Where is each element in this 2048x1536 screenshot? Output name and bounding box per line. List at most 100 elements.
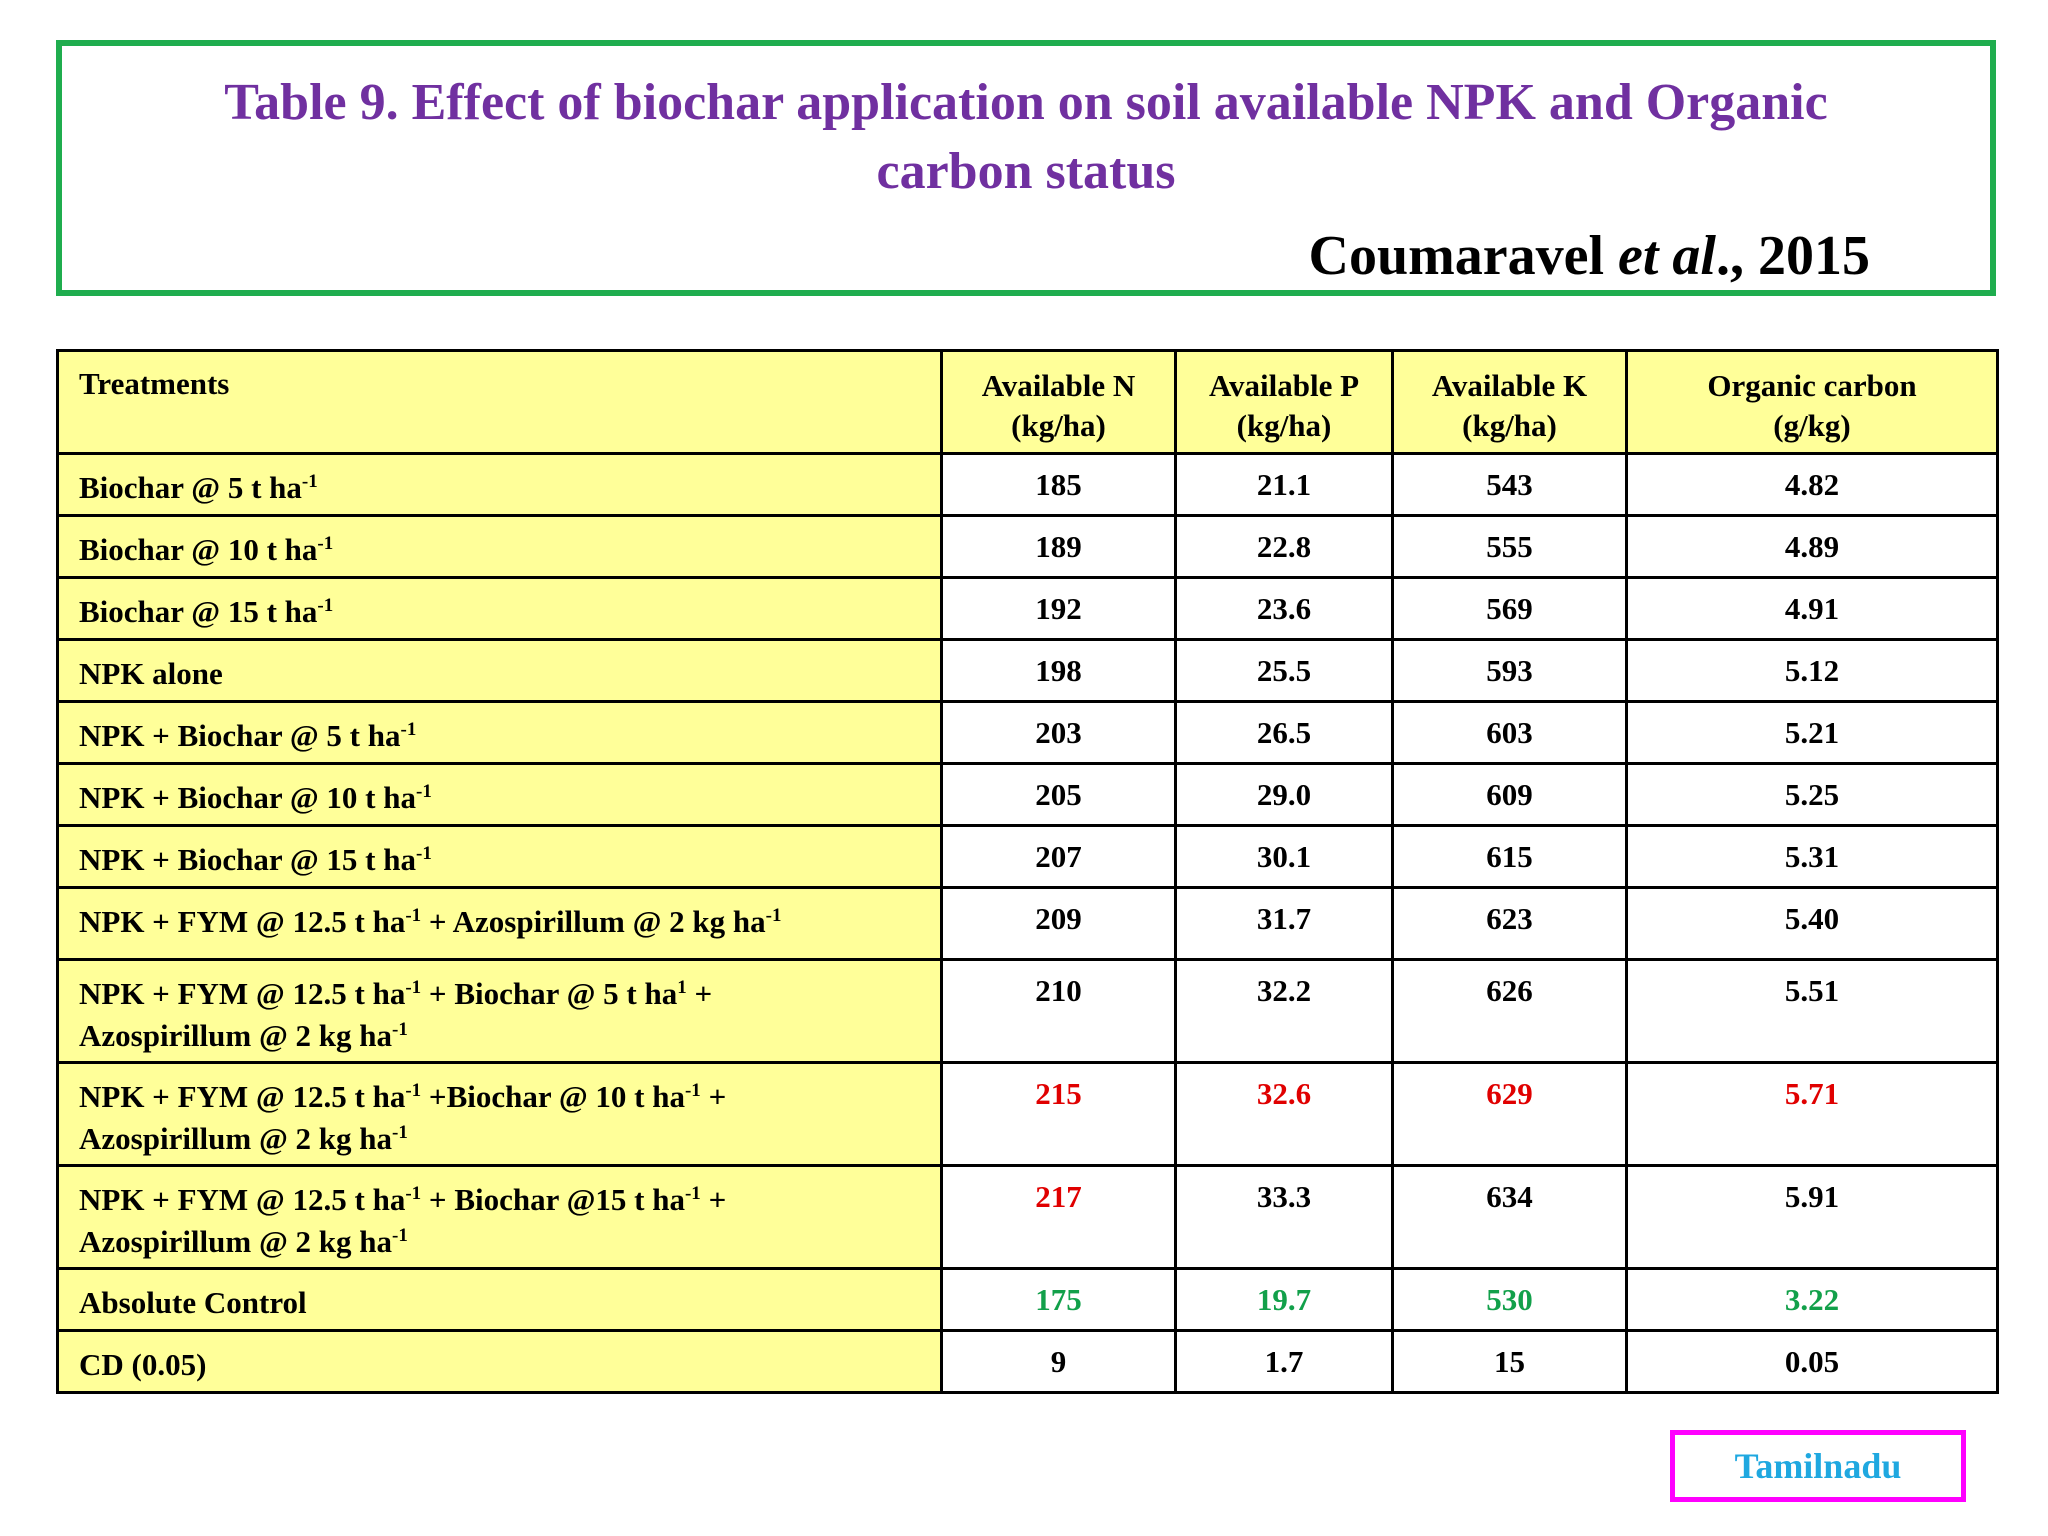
treatment-text: Absolute Control: [79, 1285, 307, 1320]
treatment-text: + Biochar @ 5 t ha: [421, 976, 678, 1011]
treatment-cell: Biochar @ 10 t ha-1: [56, 514, 943, 579]
value-p: 30.1: [1174, 824, 1394, 889]
table-row: NPK + FYM @ 12.5 t ha -1 + Biochar @15 t …: [56, 1164, 1999, 1270]
treatment-text: Azospirillum @ 2 kg ha: [79, 1018, 393, 1053]
value-oc: 0.05: [1625, 1329, 1999, 1394]
value-oc: 4.89: [1625, 514, 1999, 579]
superscript: -1: [317, 533, 334, 554]
header-organic-carbon-label: Organic carbon: [1707, 368, 1917, 403]
value-p: 1.7: [1174, 1329, 1394, 1394]
value-k: 555: [1391, 514, 1628, 579]
superscript: -1: [301, 471, 318, 492]
header-available-p: Available P (kg/ha): [1174, 349, 1394, 455]
value-k: 634: [1391, 1164, 1628, 1270]
superscript: -1: [405, 1080, 422, 1101]
value-oc: 4.91: [1625, 576, 1999, 641]
value-oc: 5.51: [1625, 958, 1999, 1064]
header-available-n-unit: (kg/ha): [1011, 408, 1106, 443]
treatment-cell: NPK + FYM @ 12.5 t ha-1 + Biochar @ 5 t …: [56, 958, 943, 1064]
superscript: -1: [405, 905, 422, 926]
value-n: 189: [940, 514, 1177, 579]
value-oc: 5.25: [1625, 762, 1999, 827]
value-k-highlight: 629: [1391, 1061, 1628, 1167]
value-p: 26.5: [1174, 700, 1394, 765]
value-p: 25.5: [1174, 638, 1394, 703]
treatment-text: + Azospirillum @ 2 kg ha: [421, 904, 766, 939]
header-organic-carbon-unit: (g/kg): [1773, 408, 1851, 443]
value-k: 623: [1391, 886, 1628, 961]
header-available-p-unit: (kg/ha): [1236, 408, 1332, 443]
value-n-control: 175: [940, 1267, 1177, 1332]
treatment-cell: NPK + Biochar @ 5 t ha-1: [56, 700, 943, 765]
superscript: -1: [400, 719, 417, 740]
treatment-text: +Biochar @ 10 t ha: [421, 1079, 685, 1114]
value-k: 626: [1391, 958, 1628, 1064]
table-row: NPK + FYM @ 12.5 t ha-1 + Azospirillum @…: [56, 886, 1999, 961]
value-k: 15: [1391, 1329, 1628, 1394]
table-row: Biochar @ 10 t ha-1 189 22.8 555 4.89: [56, 514, 1999, 579]
treatment-cell: Absolute Control: [56, 1267, 943, 1332]
value-n: 210: [940, 958, 1177, 1064]
superscript: -1: [405, 977, 422, 998]
superscript: -1: [392, 1019, 408, 1040]
treatment-text: Biochar @ 15 t ha: [79, 594, 318, 629]
value-n-highlight: 215: [940, 1061, 1177, 1167]
results-table: Treatments Available N (kg/ha) Available …: [56, 349, 1999, 1394]
superscript: -1: [765, 905, 782, 926]
value-p: 21.1: [1174, 452, 1394, 517]
value-k: 543: [1391, 452, 1628, 517]
citation-year: ., 2015: [1716, 225, 1870, 287]
value-oc: 5.21: [1625, 700, 1999, 765]
value-n-highlight: 217: [940, 1164, 1177, 1270]
value-p-control: 19.7: [1174, 1267, 1394, 1332]
superscript: -1: [416, 781, 432, 802]
superscript: -1: [317, 595, 334, 616]
citation-author: Coumaravel: [1308, 225, 1619, 287]
treatment-text: + Biochar @15 t ha: [421, 1182, 685, 1217]
superscript: -1: [392, 1225, 408, 1246]
value-oc-highlight: 5.71: [1625, 1061, 1999, 1167]
value-p: 31.7: [1174, 886, 1394, 961]
title-line-2: carbon status: [876, 143, 1176, 200]
table-row: NPK + Biochar @ 15 t ha-1 207 30.1 615 5…: [56, 824, 1999, 889]
value-p: 32.2: [1174, 958, 1394, 1064]
treatment-cell: CD (0.05): [56, 1329, 943, 1394]
superscript: 1: [677, 977, 687, 998]
title-box: Table 9. Effect of biochar application o…: [56, 40, 1996, 296]
header-available-k-label: Available K: [1431, 368, 1588, 403]
table-row: Absolute Control 175 19.7 530 3.22: [56, 1267, 1999, 1332]
value-oc-control: 3.22: [1625, 1267, 1999, 1332]
value-n: 185: [940, 452, 1177, 517]
value-oc: 5.12: [1625, 638, 1999, 703]
treatment-text: NPK + FYM @ 12.5 t ha: [79, 904, 406, 939]
treatment-text: NPK alone: [79, 656, 223, 691]
table-row: NPK alone 198 25.5 593 5.12: [56, 638, 1999, 703]
treatment-cell: NPK alone: [56, 638, 943, 703]
value-n: 207: [940, 824, 1177, 889]
table-row: Biochar @ 5 t ha-1 185 21.1 543 4.82: [56, 452, 1999, 517]
value-k: 569: [1391, 576, 1628, 641]
value-oc: 5.40: [1625, 886, 1999, 961]
treatment-text: Biochar @ 5 t ha: [79, 470, 302, 505]
treatment-text: NPK + FYM @ 12.5 t ha: [79, 1079, 406, 1114]
treatment-cell: Biochar @ 15 t ha-1: [56, 576, 943, 641]
treatment-cell: Biochar @ 5 t ha-1: [56, 452, 943, 517]
value-p: 33.3: [1174, 1164, 1394, 1270]
value-n: 205: [940, 762, 1177, 827]
treatment-text: +: [686, 976, 713, 1011]
table-row: NPK + FYM @ 12.5 t ha-1 + Biochar @ 5 t …: [56, 958, 1999, 1064]
value-oc: 5.91: [1625, 1164, 1999, 1270]
value-p: 23.6: [1174, 576, 1394, 641]
header-treatments: Treatments: [56, 349, 943, 455]
table-row: Biochar @ 15 t ha-1 192 23.6 569 4.91: [56, 576, 1999, 641]
page-title: Table 9. Effect of biochar application o…: [62, 68, 1990, 206]
treatment-text: NPK + Biochar @ 5 t ha: [79, 718, 401, 753]
value-oc: 4.82: [1625, 452, 1999, 517]
treatment-text: NPK + FYM @ 12.5 t ha: [79, 1182, 406, 1217]
value-k: 609: [1391, 762, 1628, 827]
treatment-text: +: [700, 1182, 727, 1217]
value-n: 203: [940, 700, 1177, 765]
value-k: 593: [1391, 638, 1628, 703]
treatment-cell: NPK + FYM @ 12.5 t ha-1 +Biochar @ 10 t …: [56, 1061, 943, 1167]
header-available-p-label: Available P: [1208, 368, 1360, 403]
